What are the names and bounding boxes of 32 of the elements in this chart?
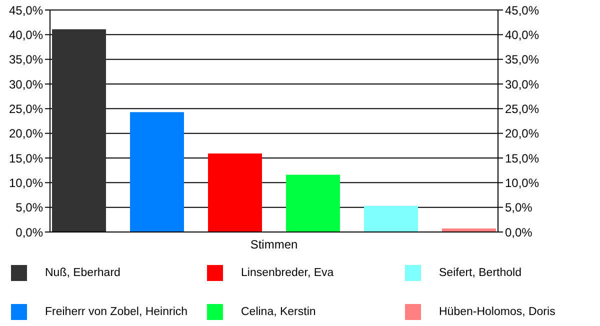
y2-tick-label: 35,0%: [505, 52, 540, 67]
bar: [286, 174, 340, 232]
y2-tick-label: 30,0%: [505, 77, 540, 92]
y2-tick-label: 45,0%: [505, 3, 540, 18]
y2-tick-label: 5,0%: [505, 200, 533, 215]
legend-label: Linsenbreder, Eva: [241, 267, 334, 279]
y-tick-label: 45,0%: [8, 3, 44, 18]
y-tick-label: 30,0%: [8, 77, 44, 92]
legend-label: Seifert, Berthold: [439, 267, 522, 279]
y2-tick-label: 0,0%: [505, 225, 533, 240]
x-axis-title: Stimmen: [250, 238, 298, 252]
y-tick-label: 10,0%: [8, 176, 44, 190]
legend-label: Nuß, Eberhard: [45, 267, 120, 279]
y-tick-label: 35,0%: [8, 52, 44, 67]
bar: [52, 29, 106, 232]
y2-tick-label: 40,0%: [505, 28, 540, 42]
bar: [364, 206, 418, 232]
y2-tick-label: 20,0%: [505, 126, 540, 141]
y2-tick-label: 10,0%: [505, 176, 540, 190]
y-tick-label: 40,0%: [8, 28, 44, 42]
legend-label: Hüben-Holomos, Doris: [439, 306, 556, 318]
y-tick-label: 15,0%: [8, 151, 44, 166]
bar: [208, 154, 262, 232]
y-tick-label: 0,0%: [16, 225, 44, 240]
y-tick-label: 20,0%: [8, 126, 44, 141]
legend-label: Celina, Kerstin: [241, 306, 316, 318]
y2-tick-label: 15,0%: [505, 151, 540, 166]
y-tick-label: 25,0%: [8, 102, 44, 116]
bar: [130, 112, 184, 232]
y-tick-label: 5,0%: [16, 200, 44, 215]
y2-tick-label: 25,0%: [505, 102, 540, 116]
legend-label: Freiherr von Zobel, Heinrich: [45, 306, 188, 318]
